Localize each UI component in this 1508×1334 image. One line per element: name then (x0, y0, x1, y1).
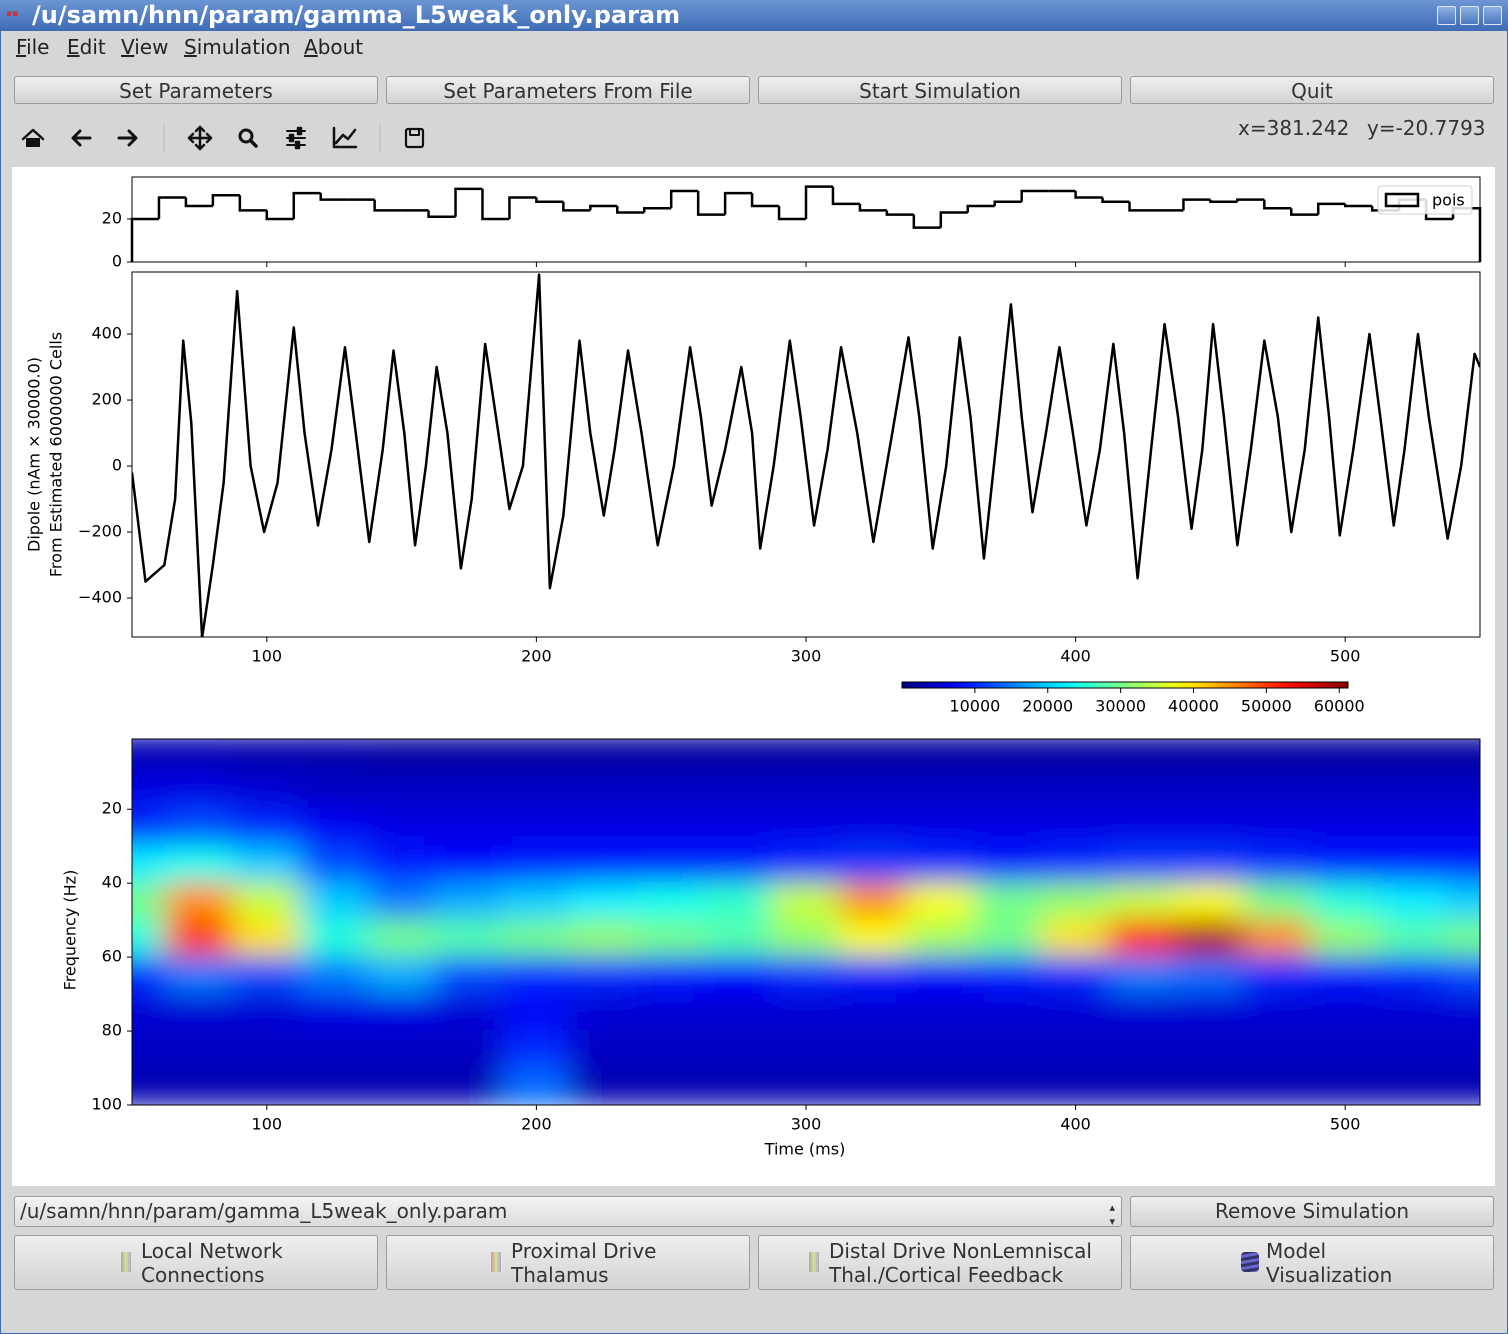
button-label: Proximal Drive (511, 1239, 657, 1263)
zoom-icon[interactable] (238, 128, 258, 148)
menu-item[interactable]: Edit (67, 35, 106, 59)
button-label: Visualization (1266, 1263, 1393, 1287)
maximize-button[interactable] (1460, 6, 1479, 25)
model-visualization-button[interactable]: Model Visualization (1130, 1235, 1494, 1290)
cursor-x: x=381.242 (1238, 116, 1350, 140)
set-parameters-button[interactable]: Set Parameters (14, 76, 378, 104)
proximal-drive-button[interactable]: Proximal Drive Thalamus (386, 1235, 750, 1290)
distal-drive-button[interactable]: Distal Drive NonLemniscal Thal./Cortical … (758, 1235, 1122, 1290)
start-simulation-button[interactable]: Start Simulation (758, 76, 1122, 104)
menu-item[interactable]: About (304, 35, 364, 59)
home-icon[interactable] (21, 128, 45, 147)
button-label: Thalamus (511, 1263, 609, 1287)
toolbar (21, 123, 425, 153)
forward-icon[interactable] (117, 129, 138, 147)
combo-arrows: ▴ ▾ (1109, 1201, 1115, 1228)
remove-simulation-button[interactable]: Remove Simulation (1130, 1196, 1494, 1227)
minimize-button[interactable] (1437, 6, 1456, 25)
menu-bar: File Edit View Simulation About (0, 31, 1508, 63)
window-title: /u/samn/hnn/param/gamma_L5weak_only.para… (32, 1, 681, 29)
button-icon (491, 1252, 501, 1272)
close-button[interactable] (1483, 6, 1502, 25)
button-label: Local Network (141, 1239, 283, 1263)
button-label: Distal Drive NonLemniscal (829, 1239, 1092, 1263)
local-network-button[interactable]: Local Network Connections (14, 1235, 378, 1290)
menu-item[interactable]: File (16, 35, 50, 59)
button-icon (809, 1252, 819, 1272)
axes-icon[interactable] (332, 126, 358, 149)
cursor-y: y=-20.7793 (1367, 116, 1486, 140)
title-bar: ▪▪ /u/samn/hnn/param/gamma_L5weak_only.p… (0, 0, 1508, 31)
simulation-select[interactable]: /u/samn/hnn/param/gamma_L5weak_only.para… (14, 1196, 1122, 1228)
button-icon (1241, 1252, 1259, 1272)
set-parameters-file-button[interactable]: Set Parameters From File (386, 76, 750, 104)
configure-icon[interactable] (286, 126, 306, 150)
quit-button[interactable]: Quit (1130, 76, 1494, 104)
menu-item[interactable]: Simulation (184, 35, 291, 59)
save-icon[interactable] (404, 127, 425, 149)
menu-item[interactable]: View (121, 35, 169, 59)
status-bar (0, 1300, 1508, 1334)
app-icon: ▪▪ (6, 9, 19, 19)
button-icon (121, 1252, 131, 1272)
button-label: Model (1266, 1239, 1327, 1263)
button-label: Connections (141, 1263, 265, 1287)
back-icon[interactable] (71, 129, 92, 147)
button-label: Thal./Cortical Feedback (829, 1263, 1064, 1287)
pan-icon[interactable] (187, 125, 213, 151)
simulation-select-text: /u/samn/hnn/param/gamma_L5weak_only.para… (20, 1199, 508, 1223)
